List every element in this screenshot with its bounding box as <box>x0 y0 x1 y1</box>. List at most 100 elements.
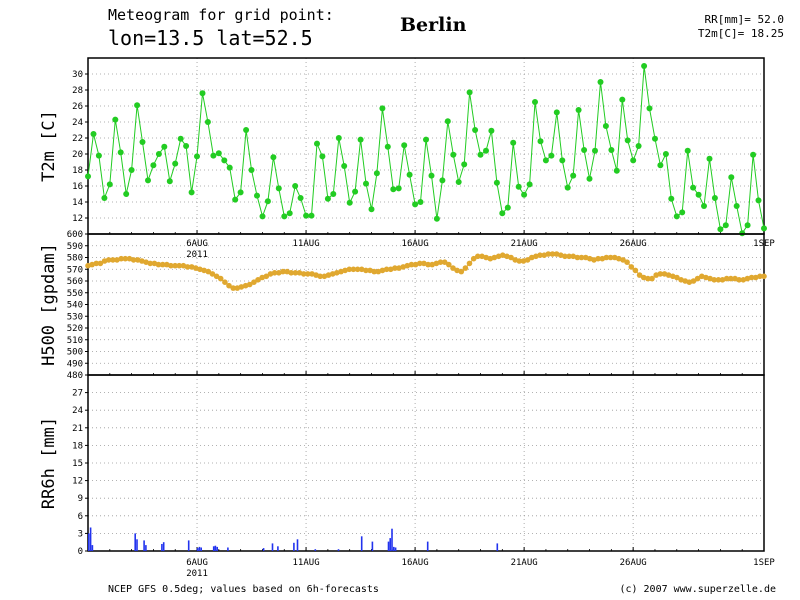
t2m-point <box>390 186 397 193</box>
rr-bar <box>214 545 217 551</box>
t2m-point <box>450 151 457 158</box>
t2m-point <box>624 137 631 144</box>
t2m-point <box>232 196 239 203</box>
x-tick-label: 26AUG <box>620 558 647 568</box>
h500-point <box>686 279 693 286</box>
h500-point <box>719 277 726 283</box>
t2m-point <box>504 204 511 211</box>
t2m-point <box>128 167 135 173</box>
h500-point <box>715 277 722 283</box>
t2m-point <box>314 140 320 147</box>
h500-point <box>595 255 601 262</box>
t2m-point <box>406 171 413 178</box>
h500-point <box>578 254 585 261</box>
h500-point <box>325 272 332 278</box>
y-tick-label: 540 <box>67 301 83 311</box>
t2m-point <box>292 183 299 189</box>
rr-bar <box>216 546 218 551</box>
rr-bar <box>337 549 340 551</box>
h500-point <box>446 261 452 268</box>
h500-point <box>383 266 390 273</box>
t2m-point <box>570 172 577 179</box>
t2m-point <box>183 143 190 149</box>
t2m-point <box>433 215 440 222</box>
y-tick-label: 30 <box>72 70 83 80</box>
t2m-point <box>608 147 615 153</box>
t2m-point <box>112 116 119 123</box>
h500-point <box>711 277 717 283</box>
h500-point <box>346 266 353 273</box>
t2m-point <box>613 167 620 174</box>
city-name: Berlin <box>400 14 467 36</box>
y-tick-label: 520 <box>67 324 83 334</box>
t2m-point <box>619 96 626 103</box>
t2m-point <box>483 147 489 154</box>
rr-bar <box>293 542 295 551</box>
h500-point <box>549 251 556 257</box>
h500-point <box>97 260 104 267</box>
h500-point <box>470 255 477 262</box>
x-tick-label: 21AUG <box>511 239 538 249</box>
t2m-point <box>395 185 402 192</box>
t2m-point <box>373 170 380 177</box>
rr-bar <box>89 527 92 551</box>
h500-point <box>246 281 253 288</box>
h500-point <box>728 275 734 282</box>
h500-point <box>230 285 236 291</box>
h500-point <box>483 254 489 261</box>
h500-point <box>168 262 174 269</box>
t2m-point <box>428 172 435 179</box>
h500-point <box>300 271 307 277</box>
h500-point <box>122 255 129 262</box>
t2m-point <box>532 99 538 105</box>
panel-frame <box>87 374 765 552</box>
h500-point <box>209 271 216 277</box>
h500-point <box>296 270 303 276</box>
t2m-point <box>423 136 429 143</box>
h500-point <box>499 252 506 258</box>
h500-point <box>334 270 340 276</box>
h500-point <box>263 273 270 280</box>
h500-point <box>537 252 543 258</box>
h500-point <box>508 254 514 261</box>
t2m-point <box>477 151 484 158</box>
t2m-point <box>701 203 707 209</box>
h500-point <box>89 261 95 268</box>
t2m-point <box>155 151 162 157</box>
t2m-point <box>717 226 724 233</box>
h500-point <box>184 264 191 270</box>
h500-point <box>222 279 228 286</box>
h500-point <box>607 254 614 261</box>
t2m-point <box>319 153 326 160</box>
h500-point <box>628 264 635 270</box>
t2m-point <box>559 157 566 164</box>
h500-point <box>110 257 116 263</box>
t2m-point <box>330 191 337 197</box>
h500-point <box>305 271 311 277</box>
t2m-point <box>297 195 304 201</box>
h500-point <box>757 273 763 280</box>
h500-point <box>118 255 124 262</box>
y-tick-label: 18 <box>72 441 83 451</box>
h500-point <box>636 272 643 278</box>
t2m-point <box>728 174 735 181</box>
rr-bar <box>187 540 190 551</box>
y-tick-label: 20 <box>72 150 83 160</box>
y-tick-label: 27 <box>72 389 83 399</box>
t2m-line <box>87 65 765 235</box>
t2m-point <box>199 90 206 97</box>
t2m-point <box>254 192 260 199</box>
rr-bar <box>296 539 299 551</box>
rr-bar <box>161 544 163 551</box>
h500-point <box>744 275 751 282</box>
t2m-point <box>188 189 195 196</box>
t2m-point <box>226 164 233 171</box>
t2m-point <box>690 184 697 191</box>
t2m-point <box>679 209 686 216</box>
t2m-point <box>662 151 669 157</box>
t2m-point <box>684 147 691 154</box>
h500-point <box>176 262 182 269</box>
t2m-point <box>248 167 255 173</box>
x-tick-label: 1SEP <box>753 558 775 568</box>
h500-point <box>640 274 647 281</box>
